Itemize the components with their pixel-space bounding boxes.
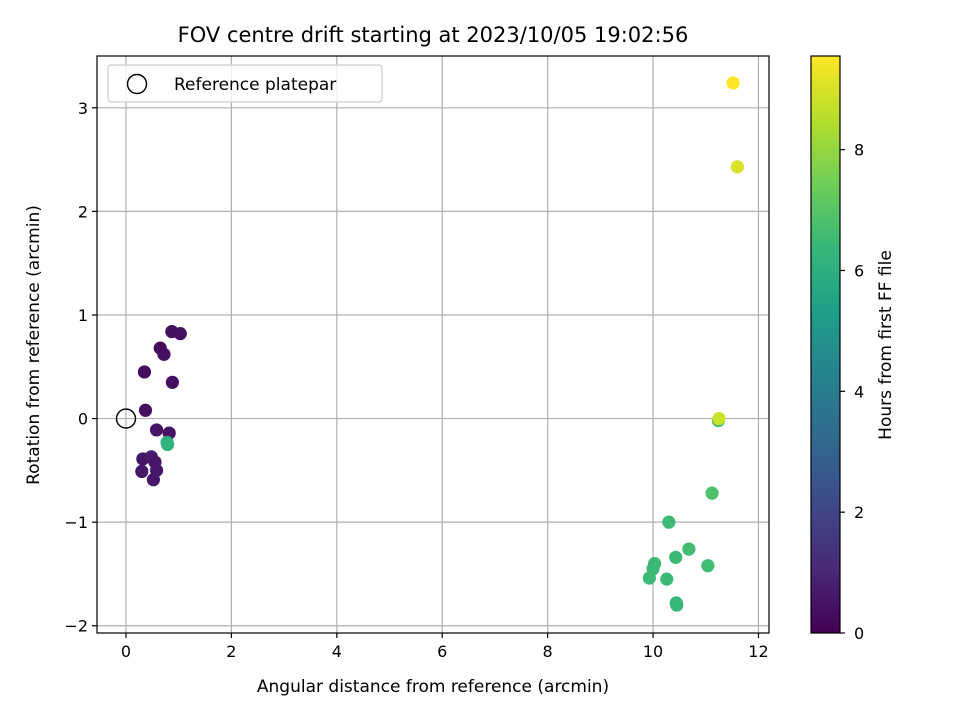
chart-title: FOV centre drift starting at 2023/10/05 … — [178, 23, 689, 47]
data-point — [149, 423, 164, 437]
colorbar-tick-label: 6 — [854, 261, 864, 280]
data-point — [669, 550, 683, 564]
data-points — [135, 76, 744, 612]
data-point — [705, 486, 719, 500]
x-tick-label: 4 — [332, 642, 342, 661]
data-point — [726, 76, 740, 90]
x-tick-label: 10 — [643, 642, 663, 661]
x-tick-label: 2 — [226, 642, 236, 661]
y-tick-label: −2 — [64, 617, 88, 636]
data-point — [662, 515, 676, 529]
data-point — [682, 542, 696, 556]
legend-label: Reference platepar — [174, 75, 336, 95]
legend-box — [107, 64, 383, 103]
legend-reference-marker — [126, 73, 148, 95]
colorbar-tick-label: 0 — [854, 624, 864, 643]
data-point — [137, 365, 152, 379]
y-tick-label: −1 — [64, 513, 88, 532]
data-point — [138, 403, 153, 417]
colorbar-ticks: 0 2 4 6 8 — [840, 141, 864, 643]
y-tick-label: 0 — [78, 410, 88, 429]
grid-lines — [97, 56, 769, 633]
colorbar-tick-label: 8 — [854, 141, 864, 160]
plot-frame — [96, 55, 770, 634]
reference-point — [115, 408, 137, 429]
colorbar-gradient — [810, 55, 841, 634]
colorbar-tick-label: 4 — [854, 382, 864, 401]
colorbar: 0 2 4 6 8 Hours from first FF file — [810, 55, 896, 643]
data-point — [642, 571, 656, 585]
data-point — [701, 559, 715, 573]
colorbar-tick-label: 2 — [854, 503, 864, 522]
x-axis-label: Angular distance from reference (arcmin) — [257, 677, 609, 697]
reference-marker — [115, 408, 137, 429]
y-tick-label: 2 — [78, 202, 88, 221]
data-point — [165, 375, 179, 389]
data-point — [146, 473, 160, 487]
data-point — [660, 572, 674, 586]
x-tick-label: 6 — [437, 642, 447, 661]
data-point — [157, 347, 171, 361]
legend: Reference platepar — [107, 64, 383, 103]
colorbar-label: Hours from first FF file — [876, 250, 896, 440]
data-point — [670, 598, 684, 612]
y-tick-label: 3 — [78, 99, 88, 118]
y-axis-label: Rotation from reference (arcmin) — [24, 205, 44, 485]
x-tick-label: 0 — [121, 642, 131, 661]
data-point — [730, 160, 744, 174]
data-point — [712, 411, 726, 426]
data-point — [135, 464, 149, 478]
x-tick-label: 8 — [543, 642, 553, 661]
x-tick-label: 12 — [748, 642, 768, 661]
y-tick-label: 1 — [78, 306, 88, 325]
data-point — [161, 437, 175, 452]
data-point — [173, 327, 187, 341]
